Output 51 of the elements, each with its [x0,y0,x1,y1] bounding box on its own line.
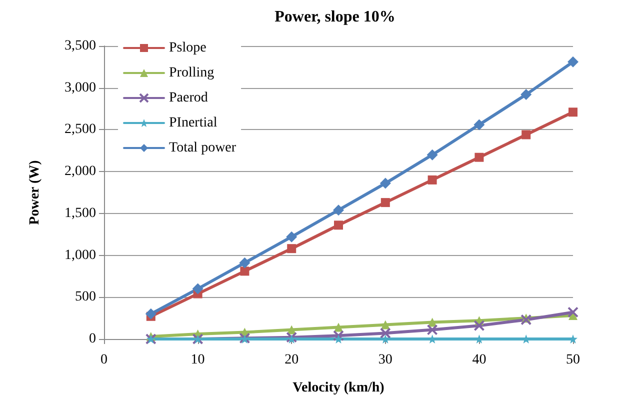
point [334,334,343,344]
x-tick-label: 50 [566,352,580,368]
y-tick-label: 2,500 [64,122,96,138]
legend-label: Total power [169,140,236,156]
y-tick-label: 1,500 [64,206,96,221]
point [522,130,531,140]
legend-label: PInertial [169,116,218,130]
point [333,204,344,216]
y-tick-label: 3,000 [64,80,96,96]
point [380,328,391,339]
x-tick-label: 40 [472,352,486,368]
point [520,314,532,326]
point [286,231,298,242]
point [426,149,438,160]
point [568,108,578,117]
point [380,178,391,189]
point [287,244,296,254]
point [239,257,250,268]
point [474,152,484,162]
point [334,322,343,332]
point [474,320,485,332]
y-tick-label: 2,000 [64,164,96,180]
point [426,324,438,336]
point [380,334,390,344]
y-tick-label: 500 [75,290,96,305]
point [192,283,204,294]
point [380,320,390,330]
point [334,220,343,230]
point [428,175,437,184]
x-tick-label: 10 [190,352,205,368]
y-tick-label: 0 [89,332,96,346]
x-tick-label: 0 [100,352,108,368]
x-axis-title: Velocity (km/h) [292,380,385,396]
x-tick-label: 30 [378,352,392,368]
point [145,308,156,320]
x-tick-label: 20 [284,352,299,368]
point [474,119,485,130]
point [568,56,578,68]
point [520,89,532,100]
point [333,330,344,342]
legend-label: Pslope [169,40,206,56]
chart-title: Power, slope 10% [274,8,396,26]
point [380,198,390,208]
point [568,306,578,318]
legend-label: Paerod [169,90,208,106]
point [240,266,250,276]
legend-label: Prolling [169,66,214,80]
y-tick-label: 1,000 [64,248,96,263]
y-tick-label: 3,500 [64,38,96,54]
point [286,332,298,343]
y-axis-title: Power (W) [28,160,42,225]
